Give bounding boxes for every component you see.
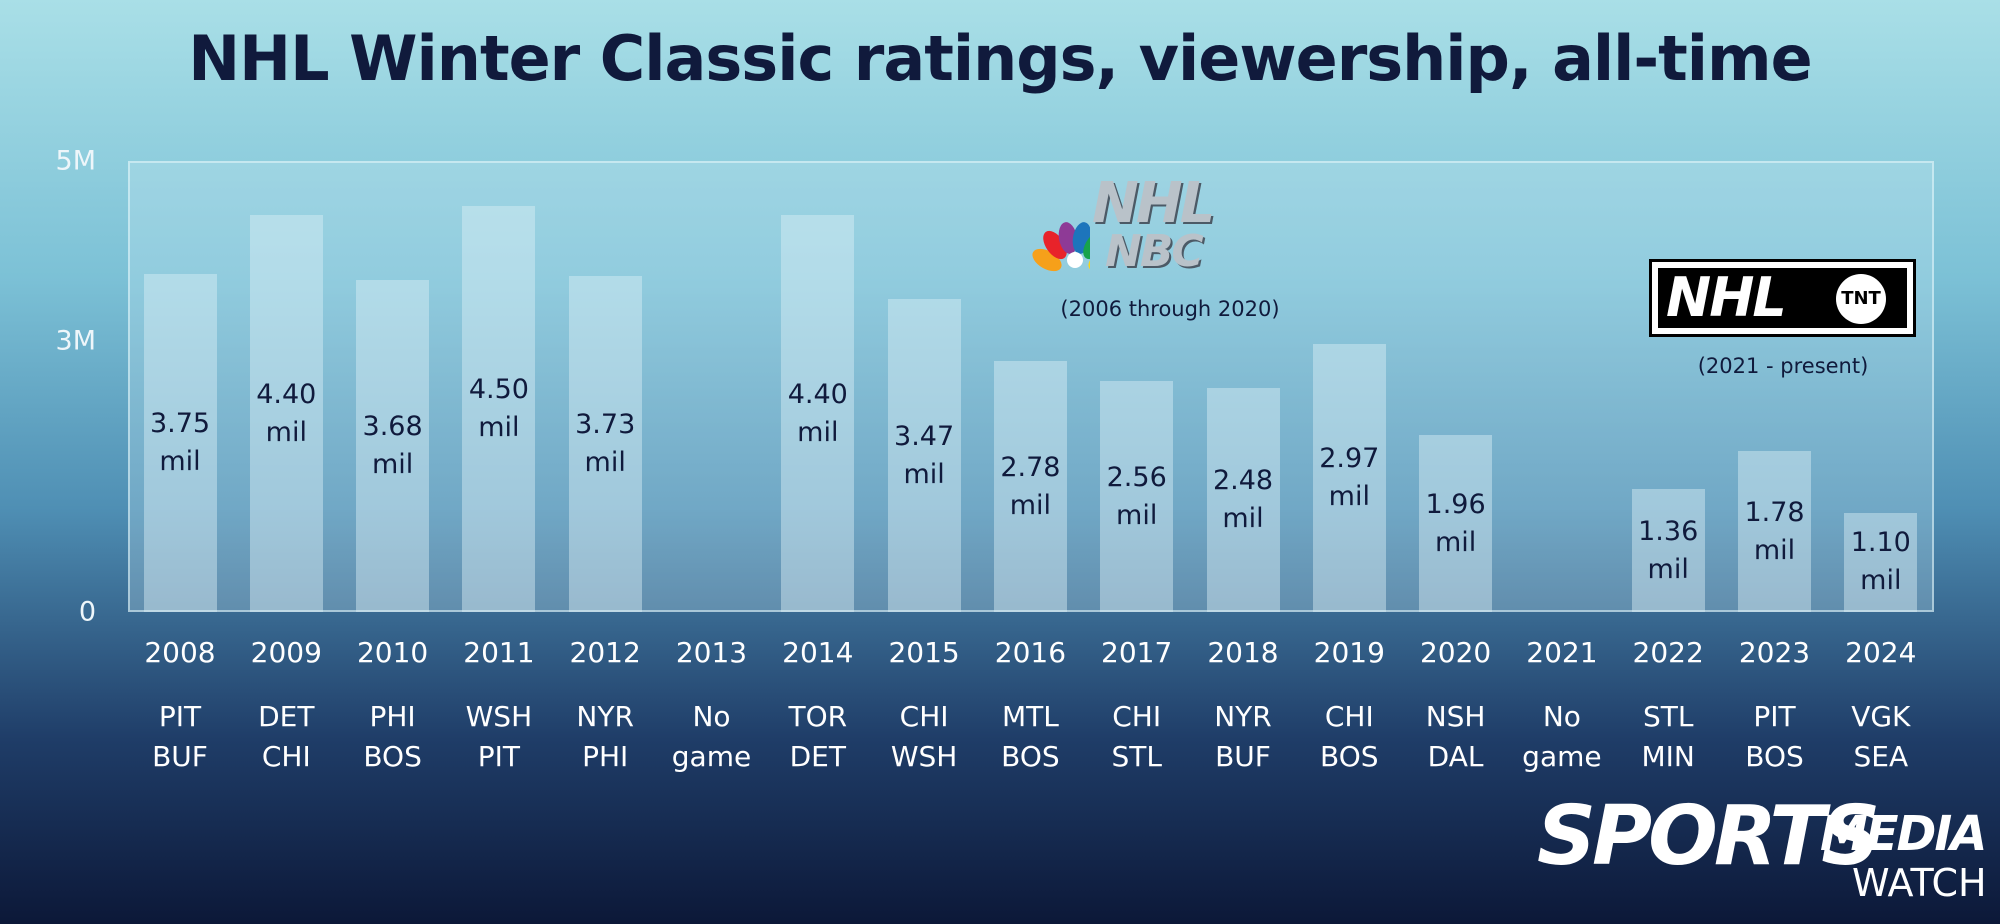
x-tick-label: 2009 [250,636,322,669]
value-label: 2.97 mil [1319,443,1380,513]
matchup-label: STL MIN [1641,700,1695,773]
x-tick-label: 2016 [994,636,1067,669]
matchup-label: CHI BOS [1320,700,1379,773]
plot-area [128,161,1934,612]
value-label: 1.36 mil [1638,515,1699,585]
matchup-label: No game [1522,700,1602,773]
x-tick-label: 2023 [1738,636,1811,669]
bar [781,215,855,612]
matchup-label: PIT BUF [152,700,208,773]
x-tick-label: 2018 [1207,636,1279,669]
value-label: 2.56 mil [1106,461,1167,531]
matchup-label: NYR BUF [1214,700,1272,773]
y-tick-label: 3M [55,325,96,357]
y-tick-label: 0 [78,596,96,628]
matchup-label: NYR PHI [576,700,634,773]
x-tick-label: 2022 [1632,636,1704,669]
x-tick-label: 2017 [1101,636,1173,669]
matchup-label: PHI BOS [363,700,422,773]
brand-main: SPORTS [1537,789,1880,884]
x-tick-label: 2024 [1845,636,1917,669]
x-tick-label: 2008 [144,636,216,669]
value-label: 4.40 mil [787,378,848,448]
tnt-logo: NHL TNT [1649,259,1916,337]
value-label: 1.78 mil [1744,496,1805,566]
bar [356,280,430,612]
value-label: 4.40 mil [256,378,317,448]
value-label: 3.73 mil [575,408,636,478]
x-tick-label: 2011 [463,636,535,669]
value-label: 3.68 mil [362,411,423,481]
x-tick-label: 2012 [569,636,641,669]
nbc-note: (2006 through 2020) [1060,297,1280,321]
value-label: 4.50 mil [468,374,529,444]
matchup-label: NSH DAL [1425,700,1486,773]
matchup-label: CHI WSH [890,700,958,773]
chart-title: NHL Winter Classic ratings, viewership, … [188,22,1812,95]
value-label: 2.48 mil [1212,465,1274,535]
x-tick-label: 2010 [356,636,429,669]
matchup-label: MTL BOS [1001,700,1060,773]
bar [462,206,536,612]
value-label: 3.75 mil [149,407,211,477]
x-tick-label: 2021 [1526,636,1598,669]
x-tick-label: 2015 [888,636,960,669]
bar [568,275,642,612]
bar [1631,489,1705,612]
tnt-note: (2021 - present) [1697,354,1869,378]
value-label: 3.47 mil [894,420,955,490]
bar [1100,381,1174,612]
brand-top: MEDIA [1820,806,1987,862]
matchup-label: TOR DET [788,700,848,773]
bar [887,299,961,612]
matchup-label: DET CHI [258,700,315,773]
bar [1844,512,1918,612]
nbc-peacock [1032,222,1090,272]
matchup-label: WSH PIT [465,700,533,773]
value-label: 1.10 mil [1850,527,1911,597]
tnt-logo-right: TNT [1836,274,1886,324]
matchup-label: CHI STL [1111,700,1162,773]
matchup-label: PIT BOS [1745,700,1804,773]
matchup-label: No game [671,700,752,773]
brand-bottom: WATCH [1852,861,1987,905]
nbc-logo-bottom: NBC [1105,226,1204,277]
matchup-label: VGK SEA [1851,700,1911,773]
x-tick-label: 2019 [1313,636,1385,669]
tnt-logo-left: NHL [1666,266,1787,329]
x-tick-label: 2013 [675,636,748,669]
x-tick-label: 2020 [1419,636,1492,669]
nbc-logo-top: NHL [1092,171,1215,236]
bar [993,361,1067,612]
y-tick-label: 5M [55,145,96,177]
bar [143,273,217,612]
bar [1419,435,1493,612]
value-label: 2.78 mil [1000,451,1061,521]
x-tick-label: 2014 [782,636,854,669]
bar [1312,344,1386,612]
bar [249,215,323,612]
value-label: 1.96 mil [1425,488,1486,558]
bar [1206,388,1280,612]
bar [1738,451,1811,612]
